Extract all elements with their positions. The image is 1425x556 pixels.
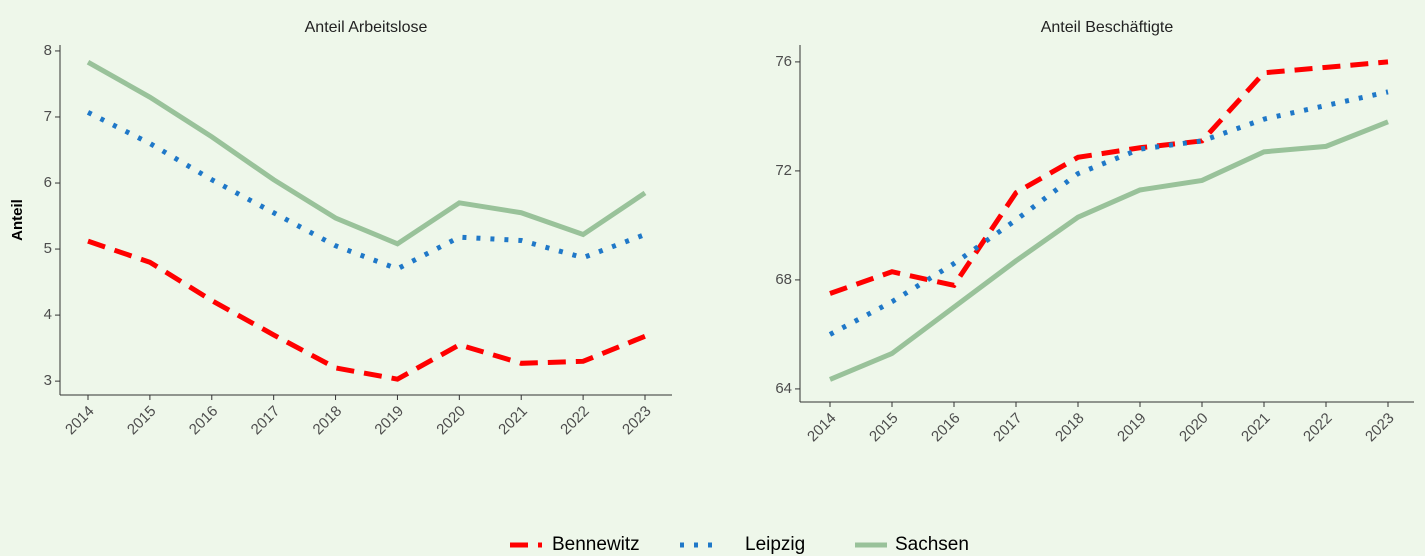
series-line bbox=[86, 59, 647, 247]
x-tick-label: 2022 bbox=[1300, 410, 1336, 446]
y-tick-label: 6 bbox=[44, 174, 52, 191]
series-line bbox=[86, 110, 646, 272]
y-tick-label: 8 bbox=[44, 42, 52, 59]
x-tick-label: 2021 bbox=[495, 403, 531, 439]
x-tick-label: 2015 bbox=[866, 410, 902, 446]
y-tick-label: 68 bbox=[775, 271, 792, 288]
legend-label: Bennewitz bbox=[552, 534, 640, 555]
legend-label: Sachsen bbox=[895, 534, 969, 555]
x-tick-label: 2020 bbox=[433, 403, 469, 439]
series-line bbox=[87, 238, 646, 382]
chart-title: Anteil Beschäftigte bbox=[1041, 19, 1174, 36]
x-tick-label: 2017 bbox=[990, 410, 1026, 446]
x-tick-label: 2014 bbox=[804, 410, 840, 446]
x-tick-label: 2018 bbox=[1052, 410, 1088, 446]
x-tick-label: 2023 bbox=[1362, 410, 1398, 446]
x-tick-label: 2014 bbox=[62, 403, 98, 439]
chart-title: Anteil Arbeitslose bbox=[305, 19, 428, 36]
x-tick-label: 2016 bbox=[186, 403, 222, 439]
y-axis-label: Anteil bbox=[9, 199, 26, 241]
x-tick-label: 2021 bbox=[1238, 410, 1274, 446]
x-tick-label: 2019 bbox=[371, 403, 407, 439]
y-tick-label: 5 bbox=[44, 240, 52, 257]
series-line bbox=[829, 59, 1389, 296]
x-tick-label: 2022 bbox=[557, 403, 593, 439]
x-tick-label: 2023 bbox=[619, 403, 655, 439]
x-tick-label: 2019 bbox=[1114, 410, 1150, 446]
x-tick-label: 2017 bbox=[248, 403, 284, 439]
x-tick-label: 2020 bbox=[1176, 410, 1212, 446]
y-tick-label: 7 bbox=[44, 108, 52, 125]
y-tick-label: 72 bbox=[775, 162, 792, 179]
legend-label: Leipzig bbox=[745, 534, 805, 555]
series-line bbox=[829, 119, 1389, 382]
y-tick-label: 76 bbox=[775, 53, 792, 70]
series-line bbox=[828, 89, 1389, 337]
x-tick-label: 2015 bbox=[124, 403, 160, 439]
y-tick-label: 4 bbox=[44, 306, 52, 323]
x-tick-label: 2018 bbox=[310, 403, 346, 439]
y-tick-label: 64 bbox=[775, 380, 792, 397]
y-tick-label: 3 bbox=[44, 372, 52, 389]
x-tick-label: 2016 bbox=[928, 410, 964, 446]
